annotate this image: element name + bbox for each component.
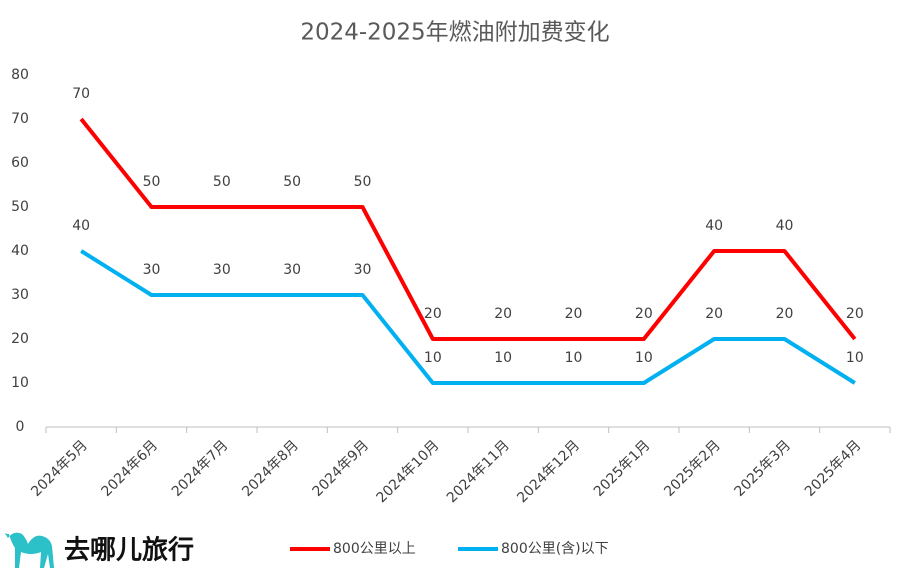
x-tick-label: 2024年5月 [28, 437, 91, 500]
data-label: 70 [72, 86, 90, 102]
data-label: 20 [424, 306, 442, 322]
data-label: 10 [846, 350, 864, 366]
chart-title: 2024-2025年燃油附加费变化 [300, 20, 609, 46]
legend-label: 800公里(含)以下 [501, 541, 609, 557]
data-label: 20 [494, 306, 512, 322]
x-tick-label: 2024年10月 [374, 437, 443, 506]
y-tick-label: 30 [11, 287, 29, 303]
x-tick-label: 2025年3月 [732, 437, 795, 500]
data-label: 30 [213, 262, 231, 278]
x-tick-label: 2025年2月 [661, 437, 724, 500]
y-tick-label: 20 [11, 331, 29, 347]
x-tick-label: 2024年8月 [239, 437, 302, 500]
data-label: 50 [283, 174, 301, 190]
data-label: 10 [494, 350, 512, 366]
y-tick-label: 10 [11, 375, 29, 391]
x-tick-label: 2024年12月 [514, 437, 583, 506]
x-tick-label: 2025年1月 [591, 437, 654, 500]
x-tick-label: 2024年9月 [310, 437, 373, 500]
y-tick-label: 70 [11, 111, 29, 127]
y-tick-label: 40 [11, 243, 29, 259]
y-tick-label: 0 [16, 419, 25, 435]
y-tick-label: 80 [11, 67, 29, 83]
data-label: 30 [354, 262, 372, 278]
brand-icon [4, 532, 54, 568]
data-label: 10 [424, 350, 442, 366]
data-label: 10 [635, 350, 653, 366]
data-label: 40 [776, 218, 794, 234]
data-label: 40 [72, 218, 90, 234]
data-label: 40 [705, 218, 723, 234]
x-tick-label: 2025年4月 [802, 437, 865, 500]
line-series [80, 249, 856, 385]
data-label: 20 [635, 306, 653, 322]
data-label: 20 [565, 306, 583, 322]
brand-text: 去哪儿旅行 [64, 535, 194, 566]
data-label: 20 [776, 306, 794, 322]
legend-label: 800公里以上 [333, 541, 416, 557]
data-label: 30 [143, 262, 161, 278]
line-series [79, 117, 857, 341]
y-tick-label: 50 [11, 199, 29, 215]
data-label: 20 [705, 306, 723, 322]
data-label: 20 [846, 306, 864, 322]
x-tick-label: 2024年11月 [444, 437, 513, 506]
data-label: 50 [354, 174, 372, 190]
data-label: 50 [143, 174, 161, 190]
brand-logo: 去哪儿旅行 [4, 532, 194, 568]
data-label: 30 [283, 262, 301, 278]
x-tick-label: 2024年6月 [99, 437, 162, 500]
data-label: 10 [565, 350, 583, 366]
x-tick-label: 2024年7月 [169, 437, 232, 500]
y-tick-label: 60 [11, 155, 29, 171]
data-label: 50 [213, 174, 231, 190]
